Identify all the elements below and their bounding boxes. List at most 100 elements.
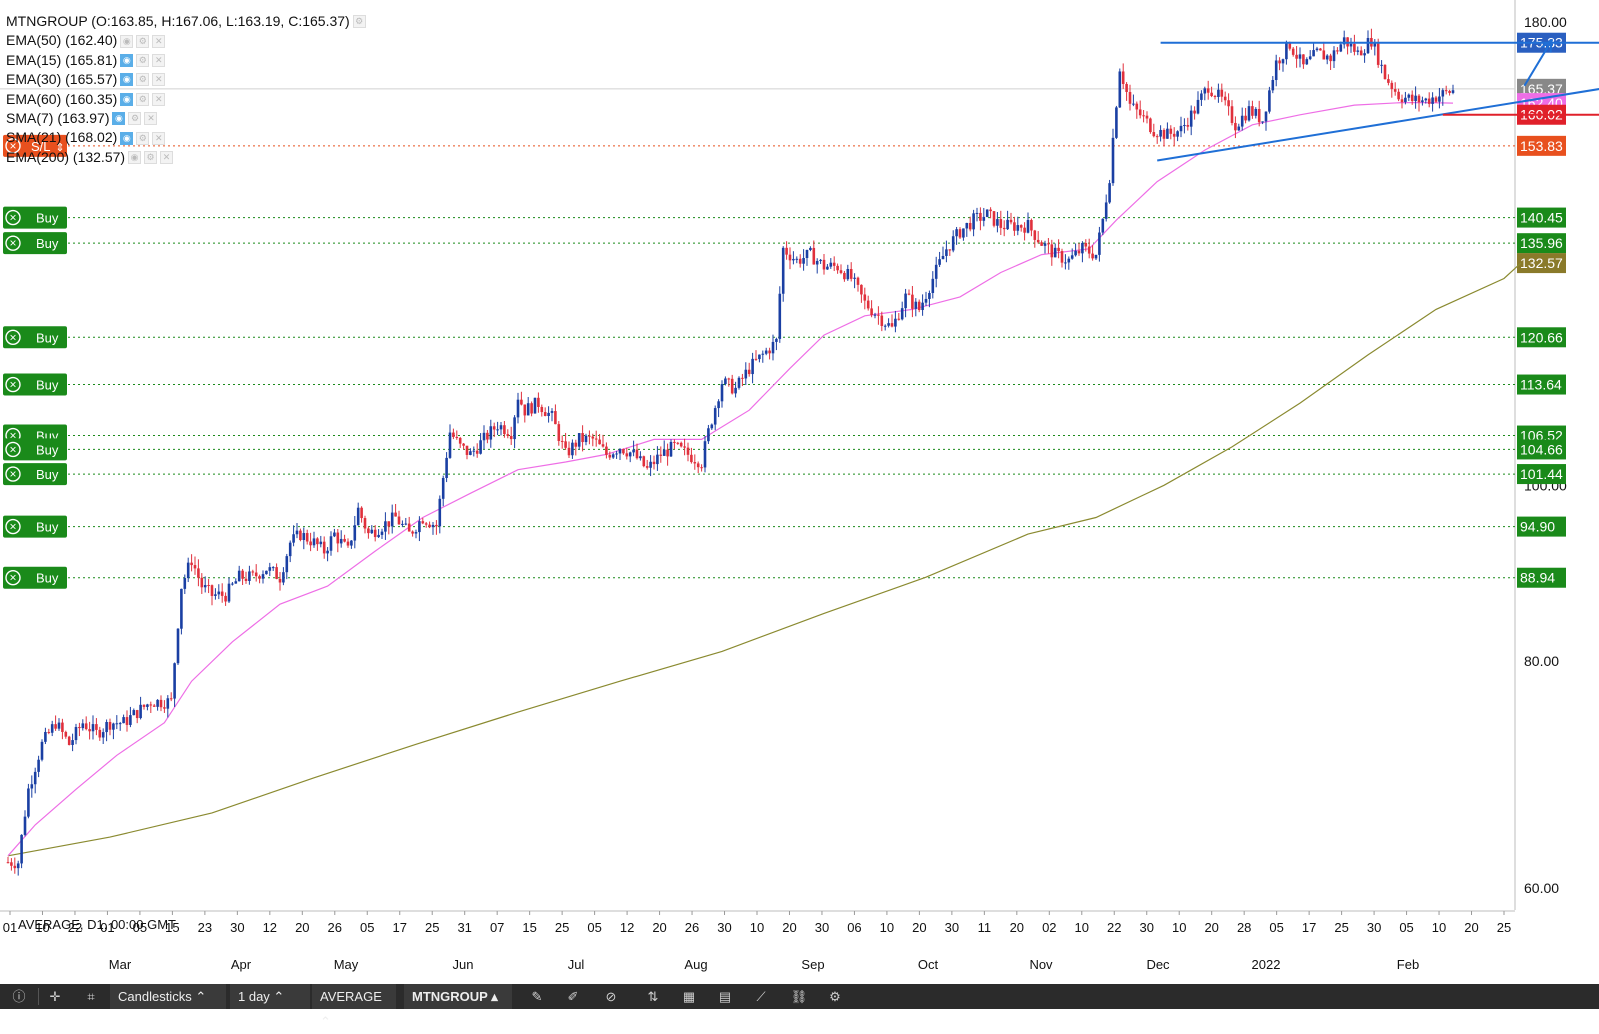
gear-icon[interactable]: ⚙ xyxy=(136,92,150,106)
cancel-order-icon[interactable] xyxy=(5,235,21,251)
buy-order-tag[interactable] xyxy=(3,515,67,538)
candle-body xyxy=(367,528,370,534)
candle-body xyxy=(928,293,931,299)
candle-body xyxy=(339,538,343,544)
buy-order-tag[interactable] xyxy=(3,373,67,396)
date-tick-label: 10 xyxy=(1432,920,1446,935)
gear-icon[interactable]: ⚙ xyxy=(128,112,142,126)
candle-body xyxy=(1414,95,1417,102)
close-icon[interactable]: ✕ xyxy=(152,54,166,68)
hide-drawings-icon[interactable]: ⊘ xyxy=(605,989,617,1004)
indicator-row[interactable]: EMA(30) (165.57) ◉ ⚙ ✕ xyxy=(6,70,366,89)
candle-body xyxy=(1332,50,1336,62)
buy-order-tag[interactable] xyxy=(3,206,67,229)
cancel-order-icon[interactable] xyxy=(5,138,21,154)
eye-icon[interactable]: ◉ xyxy=(120,131,134,145)
candle-body xyxy=(877,314,880,316)
eye-icon[interactable]: ◉ xyxy=(120,92,134,106)
close-icon[interactable]: ✕ xyxy=(152,92,166,106)
layers-icon[interactable]: ▤ xyxy=(718,989,732,1004)
cancel-order-icon[interactable] xyxy=(5,441,21,458)
candle-body xyxy=(295,530,299,535)
candle-body xyxy=(360,507,363,519)
buy-order-tag[interactable] xyxy=(3,438,67,461)
cancel-order-icon[interactable] xyxy=(5,570,21,586)
cancel-order-icon[interactable] xyxy=(5,466,21,482)
timeframe-select[interactable]: 1 day ⌃ xyxy=(230,984,310,1009)
close-icon[interactable]: ✕ xyxy=(152,73,166,87)
timeframe-label: 1 day xyxy=(238,989,270,1004)
close-icon[interactable]: ✕ xyxy=(160,151,174,165)
breakout-arrow-trendline[interactable] xyxy=(1523,40,1553,87)
cancel-order-icon[interactable] xyxy=(5,209,21,226)
cancel-order-icon[interactable] xyxy=(5,329,21,345)
buy-order-tag[interactable] xyxy=(3,232,67,255)
settings-gear-icon[interactable]: ⚙ xyxy=(829,989,841,1004)
buy-order-tag[interactable] xyxy=(3,566,67,589)
candle-body xyxy=(373,529,377,538)
candle-body xyxy=(237,570,241,582)
candle-body xyxy=(591,436,595,439)
buy-order-tag[interactable] xyxy=(3,326,67,349)
cancel-order-icon[interactable] xyxy=(5,376,21,393)
eye-icon[interactable]: ◉ xyxy=(120,54,134,68)
candle-body xyxy=(615,453,618,455)
indicator-row[interactable]: EMA(60) (160.35) ◉ ⚙ ✕ xyxy=(6,90,366,109)
cancel-order-icon[interactable] xyxy=(5,518,21,535)
month-label: Nov xyxy=(1029,957,1053,972)
rising-support-trendline[interactable] xyxy=(1157,76,1599,162)
settings-icon[interactable]: ⚙ xyxy=(352,15,366,29)
eye-icon[interactable]: ◉ xyxy=(120,73,134,87)
sort-icon[interactable]: ⇅ xyxy=(647,989,659,1004)
candle-body xyxy=(669,441,673,457)
crop-icon[interactable]: ⌗ xyxy=(87,989,95,1004)
indicator-row[interactable]: SMA(21) (168.02) ◉ ⚙ ✕ xyxy=(6,128,366,147)
indicator-row[interactable]: EMA(50) (162.40) ◉ ⚙ ✕ xyxy=(6,31,366,50)
candle-body xyxy=(152,705,156,707)
symbol-select[interactable]: MTNGROUP ▴ xyxy=(404,984,512,1009)
grid-icon[interactable]: ▦ xyxy=(682,989,696,1004)
candle-body xyxy=(1087,246,1091,254)
date-tick-label: 02 xyxy=(1042,920,1056,935)
pencil-icon[interactable]: ✎ xyxy=(531,989,543,1004)
indicator-row[interactable]: EMA(15) (165.81) ◉ ⚙ ✕ xyxy=(6,51,366,70)
eye-icon[interactable]: ◉ xyxy=(128,151,142,165)
link-icon[interactable]: ⛓ xyxy=(790,989,808,1004)
price-label-box xyxy=(1517,464,1566,485)
info-icon[interactable]: ⓘ xyxy=(12,989,26,1004)
eye-icon[interactable]: ◉ xyxy=(120,34,134,48)
gear-icon[interactable]: ⚙ xyxy=(136,54,150,68)
brush-icon[interactable]: ✐ xyxy=(567,989,579,1004)
eye-icon[interactable]: ◉ xyxy=(112,112,126,126)
crosshair-icon[interactable]: ✛ xyxy=(49,989,61,1004)
gear-icon[interactable]: ⚙ xyxy=(144,151,158,165)
date-tick-label: 12 xyxy=(263,920,277,935)
candle-body xyxy=(482,432,486,441)
ema50-line xyxy=(7,101,1454,857)
line-icon[interactable]: ⟋ xyxy=(756,989,766,1004)
candle-body xyxy=(1410,94,1414,102)
gear-icon[interactable]: ⚙ xyxy=(136,131,150,145)
gear-icon[interactable]: ⚙ xyxy=(136,73,150,87)
indicator-row[interactable]: EMA(200) (132.57) ◉ ⚙ ✕ xyxy=(6,148,366,167)
candle-body xyxy=(758,354,761,360)
candle-body xyxy=(805,250,809,259)
candle-body xyxy=(217,591,221,595)
candle-body xyxy=(224,595,227,602)
candle-body xyxy=(520,399,523,405)
candle-body xyxy=(50,724,54,733)
stop-loss-tag[interactable] xyxy=(3,134,67,157)
indicator-row[interactable]: SMA(7) (163.97) ◉ ⚙ ✕ xyxy=(6,109,366,128)
close-icon[interactable]: ✕ xyxy=(152,131,166,145)
candle-body xyxy=(1067,258,1071,263)
close-icon[interactable]: ✕ xyxy=(144,112,158,126)
template-select[interactable]: AVERAGE ⌃ xyxy=(312,984,396,1029)
gear-icon[interactable]: ⚙ xyxy=(136,34,150,48)
buy-order-tag[interactable] xyxy=(3,463,67,486)
candle-body xyxy=(203,585,207,588)
chart-type-select[interactable]: Candlesticks ⌃ xyxy=(110,984,226,1009)
candle-body xyxy=(353,525,357,541)
candle-body xyxy=(486,432,489,440)
close-icon[interactable]: ✕ xyxy=(152,34,166,48)
